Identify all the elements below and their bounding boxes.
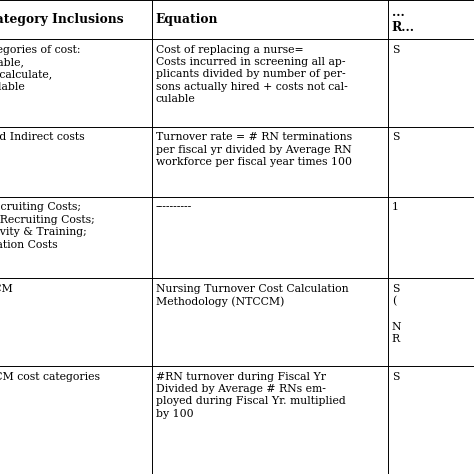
Text: S: S bbox=[392, 132, 399, 142]
Text: 1: 1 bbox=[392, 202, 399, 212]
Text: and Indirect costs: and Indirect costs bbox=[0, 132, 84, 142]
Text: ...
R...: ... R... bbox=[392, 6, 415, 34]
Text: Nursing Turnover Cost Calculation
Methodology (NTCCM): Nursing Turnover Cost Calculation Method… bbox=[155, 284, 348, 307]
Text: Cost of replacing a nurse=
Costs incurred in screening all ap-
plicants divided : Cost of replacing a nurse= Costs incurre… bbox=[155, 45, 347, 104]
Text: Recruiting Costs;
ct Recruiting Costs;
ctivity & Training;
ination Costs: Recruiting Costs; ct Recruiting Costs; c… bbox=[0, 202, 94, 250]
Text: Turnover rate = # RN terminations
per fiscal yr divided by Average RN
workforce : Turnover rate = # RN terminations per fi… bbox=[155, 132, 352, 167]
Text: CCM: CCM bbox=[0, 284, 14, 294]
Text: S: S bbox=[392, 45, 399, 55]
Text: ategories of cost:
urable,
to-calculate,
culable: ategories of cost: urable, to-calculate,… bbox=[0, 45, 80, 92]
Text: #RN turnover during Fiscal Yr
Divided by Average # RNs em-
ployed during Fiscal : #RN turnover during Fiscal Yr Divided by… bbox=[155, 372, 345, 419]
Text: CCM cost categories: CCM cost categories bbox=[0, 372, 100, 382]
Text: Equation: Equation bbox=[155, 13, 218, 26]
Text: S
(
 
N
R: S ( N R bbox=[392, 284, 401, 344]
Text: Category Inclusions: Category Inclusions bbox=[0, 13, 123, 26]
Text: ----------: ---------- bbox=[155, 202, 192, 212]
Text: S: S bbox=[392, 372, 399, 382]
